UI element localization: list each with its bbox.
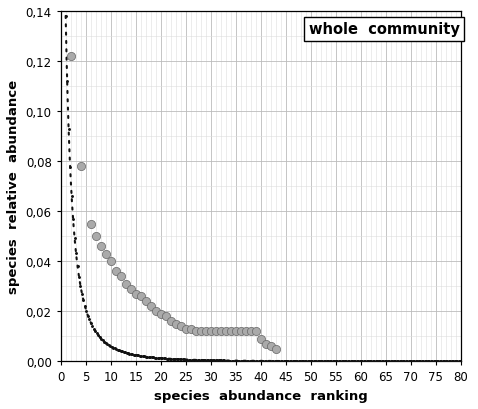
Point	[152, 308, 160, 315]
Point	[177, 324, 185, 330]
Point	[227, 328, 235, 335]
Point	[107, 258, 115, 265]
Point	[167, 318, 174, 325]
Point	[157, 311, 164, 317]
Point	[257, 336, 265, 342]
Point	[92, 234, 99, 240]
Point	[137, 293, 144, 300]
Text: whole  community: whole community	[309, 22, 460, 37]
Point	[212, 328, 219, 335]
Point	[222, 328, 229, 335]
Point	[272, 346, 280, 353]
Point	[192, 328, 200, 335]
Point	[182, 326, 190, 333]
Point	[132, 291, 140, 297]
Point	[127, 286, 134, 292]
Point	[267, 343, 275, 350]
Point	[207, 328, 215, 335]
Point	[87, 221, 95, 227]
Point	[202, 328, 209, 335]
Point	[162, 313, 170, 320]
Point	[252, 328, 260, 335]
Y-axis label: species  relative  abundance: species relative abundance	[7, 80, 20, 294]
Point	[102, 251, 109, 257]
Point	[172, 321, 180, 327]
Point	[187, 326, 195, 333]
Point	[242, 328, 250, 335]
Point	[122, 281, 130, 288]
Point	[112, 268, 120, 275]
Point	[232, 328, 239, 335]
Point	[142, 299, 150, 305]
Point	[237, 328, 245, 335]
Point	[77, 164, 85, 170]
Point	[117, 273, 125, 280]
Point	[247, 328, 255, 335]
Point	[217, 328, 225, 335]
Point	[67, 54, 75, 60]
X-axis label: species  abundance  ranking: species abundance ranking	[154, 389, 368, 402]
Point	[262, 341, 270, 347]
Point	[97, 243, 105, 250]
Point	[147, 303, 154, 310]
Point	[197, 328, 205, 335]
